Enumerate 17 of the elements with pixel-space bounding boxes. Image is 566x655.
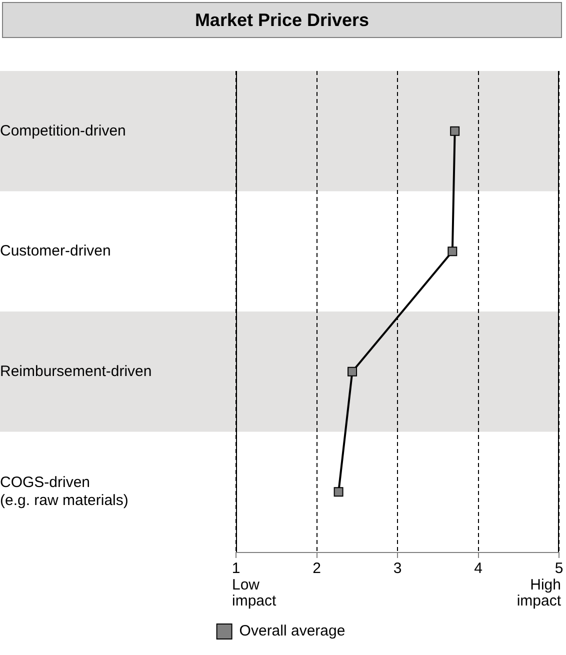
text: Low impact	[232, 576, 278, 610]
y-tick-label: COGS-driven (e.g. raw materials)	[0, 474, 128, 510]
x-tick-label: 5	[554, 560, 564, 578]
point	[348, 366, 358, 376]
y-tick-label: Customer-driven	[0, 242, 111, 260]
point	[448, 246, 458, 256]
x-tick-label: 2	[312, 560, 321, 578]
y-tick-label: Competition-driven	[0, 122, 126, 140]
y-tick-label: Reimbursement-driven	[0, 362, 152, 380]
point	[450, 126, 460, 136]
chart-title: Market Price Drivers	[2, 2, 562, 38]
legend-label: Overall average	[239, 622, 346, 640]
x-tick-label: 4	[474, 560, 482, 578]
point	[334, 487, 344, 497]
x-tick-label: 3	[393, 560, 402, 578]
x-tick-label: 1	[232, 560, 240, 578]
text: High impact	[516, 576, 562, 610]
